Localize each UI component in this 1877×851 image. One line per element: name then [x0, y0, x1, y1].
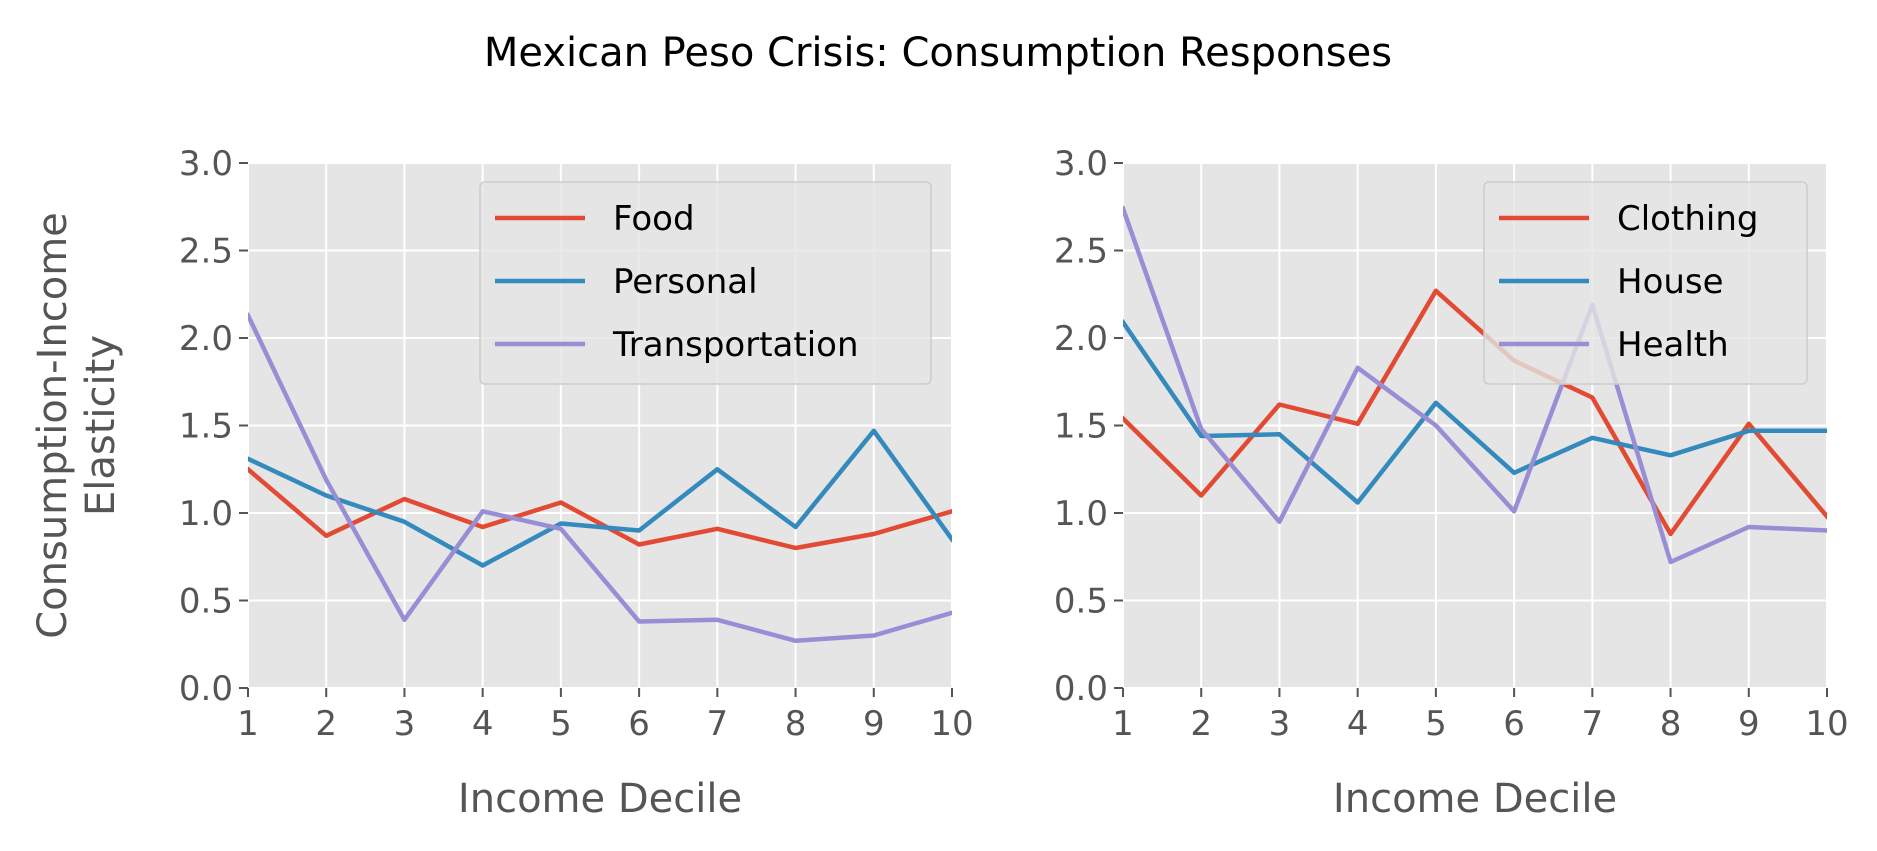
y-tick-label: 1.5	[1054, 407, 1108, 447]
x-tick-label: 6	[1503, 704, 1525, 744]
x-tick-label: 9	[1738, 704, 1760, 744]
y-tick-label: 3.0	[1054, 144, 1108, 184]
x-tick-label: 10	[1805, 704, 1848, 744]
legend-label-transportation: Transportation	[612, 325, 859, 365]
x-tick-label: 7	[1582, 704, 1604, 744]
y-tick-label: 3.0	[179, 144, 233, 184]
x-axis-label: Income Decile	[458, 776, 742, 822]
x-tick-label: 8	[1660, 704, 1682, 744]
x-tick-label: 4	[1347, 704, 1369, 744]
figure-title: Mexican Peso Crisis: Consumption Respons…	[484, 30, 1392, 76]
y-tick-label: 0.5	[1054, 582, 1108, 622]
y-axis-label: Consumption-Income	[30, 212, 76, 639]
series-line-house	[1123, 319, 1827, 505]
x-tick-label: 10	[930, 704, 973, 744]
y-tick-label: 1.0	[179, 494, 233, 534]
x-tick-label: 3	[394, 704, 416, 744]
x-tick-label: 2	[1190, 704, 1212, 744]
legend-label-house: House	[1617, 262, 1724, 302]
x-tick-label: 8	[785, 704, 807, 744]
x-tick-label: 5	[1425, 704, 1447, 744]
x-tick-label: 6	[628, 704, 650, 744]
legend-label-clothing: Clothing	[1617, 199, 1758, 239]
left-chart: 1 2 3 4 5 6 7 8 9 10 0.0 0.5 1.0 1.5 2.0 2.5 3.0 Income D…	[30, 144, 974, 822]
x-tick-label: 7	[707, 704, 729, 744]
series-line-clothing	[1123, 288, 1827, 537]
series-line-transportation	[248, 312, 952, 644]
x-tick-label: 3	[1269, 704, 1291, 744]
series-line-food	[248, 466, 952, 551]
legend: Food Personal Transportation	[479, 181, 932, 385]
legend-label-personal: Personal	[613, 262, 758, 302]
legend-label-health: Health	[1617, 325, 1729, 365]
y-tick-label: 2.5	[179, 232, 233, 272]
y-axis-label: Elasticity	[78, 335, 124, 516]
legend-box	[479, 181, 932, 385]
x-tick-label: 2	[315, 704, 337, 744]
y-tick-label: 2.0	[179, 319, 233, 359]
x-tick-label: 1	[1112, 704, 1134, 744]
right-chart: 1 2 3 4 5 6 7 8 9 10 0.0 0.5 1.0 1.5 2.0 2.5 3.0 Income D…	[1054, 144, 1849, 822]
y-tick-label: 1.0	[1054, 494, 1108, 534]
x-axis-label: Income Decile	[1333, 776, 1617, 822]
x-tick-label: 1	[237, 704, 259, 744]
x-tick-label: 4	[472, 704, 494, 744]
legend-label-food: Food	[613, 199, 695, 239]
x-tick-label: 5	[550, 704, 572, 744]
legend-box	[1483, 181, 1808, 385]
series-line-health	[1123, 205, 1827, 565]
y-tick-label: 2.0	[1054, 319, 1108, 359]
x-tick-label: 9	[863, 704, 885, 744]
y-tick-label: 0.5	[179, 582, 233, 622]
legend: Clothing House Health	[1483, 181, 1808, 385]
y-tick-label: 1.5	[179, 407, 233, 447]
y-tick-label: 0.0	[1054, 669, 1108, 709]
y-tick-label: 2.5	[1054, 232, 1108, 272]
y-tick-label: 0.0	[179, 669, 233, 709]
series-line-personal	[248, 428, 952, 568]
